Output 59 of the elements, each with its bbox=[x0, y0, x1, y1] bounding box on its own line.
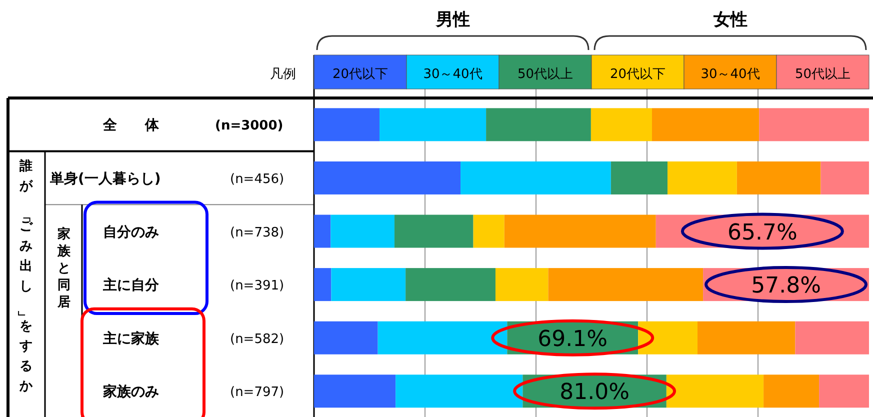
text: (n=3000) bbox=[215, 118, 284, 134]
text: 女性 bbox=[712, 10, 748, 30]
bar bbox=[668, 161, 737, 194]
text: 誰が「ごみ出し」をするか bbox=[16, 159, 32, 394]
y-tick-label: 全 体 bbox=[102, 118, 160, 134]
text: 50代以上 bbox=[517, 67, 574, 82]
bar bbox=[819, 374, 869, 408]
legend-title: 凡例 bbox=[270, 67, 296, 82]
text: (n=797) bbox=[230, 385, 284, 400]
annotation: 57.8% bbox=[751, 274, 821, 299]
bar bbox=[666, 374, 764, 408]
y-tick-label: 単身(一人暮らし) bbox=[49, 170, 161, 187]
text: 30～40代 bbox=[423, 67, 482, 82]
text: 50代以上 bbox=[794, 67, 851, 82]
bar bbox=[590, 108, 652, 142]
bar bbox=[406, 268, 496, 302]
bar bbox=[764, 374, 820, 408]
bar bbox=[314, 374, 396, 408]
bar bbox=[795, 321, 869, 354]
y-tick-label: 主に自分 bbox=[102, 276, 160, 294]
text: 家族と同居 bbox=[56, 226, 72, 310]
bar bbox=[504, 214, 656, 248]
y-tick-label: 自分のみ bbox=[103, 224, 159, 240]
bar bbox=[759, 108, 869, 142]
text: 30～40代 bbox=[700, 67, 760, 82]
text: 20代以下 bbox=[332, 67, 388, 82]
bar bbox=[652, 108, 760, 142]
text: 20代以下 bbox=[610, 67, 666, 82]
bar bbox=[736, 161, 821, 194]
bar bbox=[331, 268, 406, 302]
bar bbox=[698, 321, 796, 354]
bar bbox=[460, 161, 611, 194]
annotation: 69.1% bbox=[538, 326, 608, 352]
bar bbox=[314, 108, 380, 142]
bar bbox=[396, 374, 523, 408]
bar bbox=[486, 108, 591, 142]
annotation: 81.0% bbox=[560, 380, 630, 406]
bar bbox=[548, 268, 704, 302]
text: (n=738) bbox=[230, 225, 284, 240]
text: 男性 bbox=[434, 10, 470, 30]
y-tick-label: 主に家族 bbox=[102, 330, 160, 347]
bar bbox=[473, 214, 504, 248]
text: (n=456) bbox=[230, 172, 284, 187]
bar bbox=[314, 214, 331, 248]
bar bbox=[330, 214, 394, 248]
text: (n=391) bbox=[230, 278, 284, 294]
bar bbox=[394, 214, 474, 248]
bar bbox=[314, 161, 461, 194]
bar bbox=[314, 268, 332, 302]
bar bbox=[820, 161, 869, 194]
bar bbox=[379, 108, 486, 142]
bar bbox=[495, 268, 548, 302]
bar bbox=[314, 321, 378, 354]
y-tick-label: 家族のみ bbox=[102, 383, 159, 400]
bar bbox=[378, 321, 508, 354]
text: (n=582) bbox=[230, 332, 284, 347]
bar bbox=[610, 161, 668, 194]
bar bbox=[638, 321, 698, 354]
annotation: 65.7% bbox=[727, 220, 798, 246]
